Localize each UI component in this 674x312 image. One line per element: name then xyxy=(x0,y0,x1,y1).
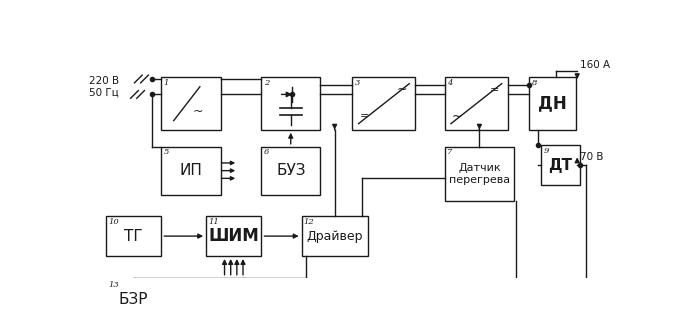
Bar xyxy=(161,77,222,130)
Text: 7: 7 xyxy=(447,148,452,156)
Text: 160 А: 160 А xyxy=(580,60,611,70)
Text: 12: 12 xyxy=(304,218,315,226)
Bar xyxy=(262,147,320,194)
Text: 8: 8 xyxy=(532,79,537,87)
Text: ДН: ДН xyxy=(538,95,567,113)
Bar xyxy=(106,216,161,256)
Text: 13: 13 xyxy=(109,281,119,289)
Text: 1: 1 xyxy=(164,79,169,87)
Bar xyxy=(353,77,415,130)
Text: 11: 11 xyxy=(208,218,219,226)
Text: 9: 9 xyxy=(543,147,549,155)
Text: 220 В
50 Гц: 220 В 50 Гц xyxy=(89,76,119,98)
Text: ТГ: ТГ xyxy=(125,229,143,244)
Text: =: = xyxy=(489,85,499,95)
Bar xyxy=(262,77,320,130)
Bar xyxy=(106,279,161,312)
Text: ∼: ∼ xyxy=(396,83,407,96)
Text: Драйвер: Драйвер xyxy=(307,230,363,243)
Text: ∼: ∼ xyxy=(452,110,462,123)
Bar xyxy=(445,77,508,130)
Text: =: = xyxy=(360,111,369,121)
Text: 70 В: 70 В xyxy=(580,152,604,162)
Text: ДТ: ДТ xyxy=(548,158,572,173)
Text: 10: 10 xyxy=(109,218,119,226)
Bar xyxy=(530,77,576,130)
Text: Датчик
перегрева: Датчик перегрева xyxy=(449,163,510,184)
Text: 2: 2 xyxy=(264,79,269,87)
Bar xyxy=(206,216,262,256)
Bar xyxy=(301,216,368,256)
Text: БЗР: БЗР xyxy=(119,292,148,307)
Text: БУЗ: БУЗ xyxy=(276,163,305,178)
Text: 6: 6 xyxy=(264,148,269,156)
Text: ШИМ: ШИМ xyxy=(208,227,259,245)
Text: 5: 5 xyxy=(164,148,169,156)
Bar xyxy=(541,145,580,185)
Bar xyxy=(161,147,222,194)
Text: 3: 3 xyxy=(355,79,360,87)
Text: ~: ~ xyxy=(192,105,203,118)
Bar xyxy=(445,147,514,201)
Text: ИП: ИП xyxy=(180,163,203,178)
Text: 4: 4 xyxy=(447,79,452,87)
